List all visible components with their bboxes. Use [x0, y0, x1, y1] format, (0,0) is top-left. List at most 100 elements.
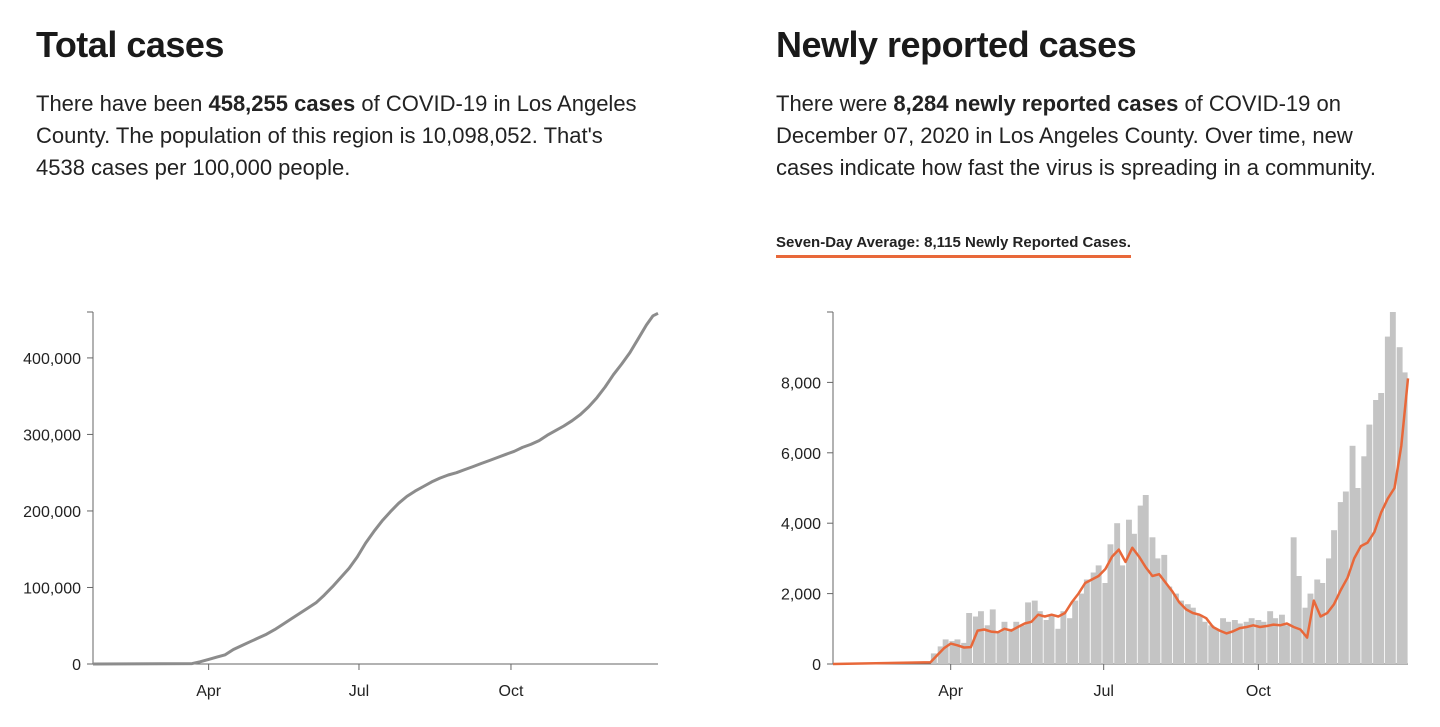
daily-cases-bar — [1354, 488, 1361, 664]
daily-cases-bar — [1060, 611, 1067, 664]
daily-cases-bar — [978, 611, 984, 664]
daily-cases-bar — [1173, 593, 1179, 664]
daily-cases-bar — [1236, 623, 1243, 664]
daily-cases-bar — [961, 642, 968, 664]
daily-cases-bar — [1389, 312, 1396, 664]
daily-cases-bar — [1178, 600, 1184, 664]
daily-cases-bar — [1314, 579, 1321, 664]
daily-cases-bar — [1284, 625, 1290, 664]
daily-cases-bar — [1149, 537, 1156, 664]
daily-cases-bar — [1319, 583, 1326, 664]
total-cases-line — [92, 311, 659, 666]
daily-cases-bar — [1095, 565, 1102, 664]
daily-cases-bar — [1231, 620, 1238, 664]
daily-cases-bar — [1114, 523, 1121, 664]
daily-cases-bar — [973, 616, 979, 664]
daily-cases-bar — [1267, 611, 1274, 664]
newly-reported-title: Newly reported cases — [776, 24, 1137, 65]
daily-cases-bar — [996, 632, 1003, 664]
newly-y-tick-label: 6,000 — [781, 446, 821, 463]
newly-reported-chart: 0 2,000 4,000 6,000 8,000 Apr Jul Oct — [781, 311, 1410, 700]
daily-cases-bar — [1184, 604, 1191, 664]
daily-cases-bar — [1072, 600, 1079, 664]
daily-cases-bar — [1067, 618, 1073, 664]
newly-y-tick-label: 8,000 — [781, 375, 821, 392]
total-cases-count: 458,255 cases — [208, 91, 356, 116]
daily-cases-bar — [1126, 519, 1132, 664]
daily-cases-bar — [1083, 579, 1090, 664]
total-cases-chart: 0 100,000 200,000 300,000 400,000 Apr Jul Oct — [23, 311, 659, 700]
daily-cases-bar — [1102, 583, 1109, 664]
daily-cases-bar — [1201, 621, 1208, 664]
daily-cases-bar — [1008, 628, 1015, 664]
daily-cases-bar — [1142, 495, 1149, 664]
daily-cases-bar — [1366, 424, 1373, 664]
daily-cases-bar — [1131, 533, 1137, 664]
daily-cases-bar — [1307, 593, 1314, 664]
total-x-tick-label: Jul — [349, 683, 369, 700]
daily-cases-bar — [1090, 572, 1097, 664]
daily-cases-bar — [1025, 602, 1031, 664]
daily-cases-bar — [1137, 505, 1144, 664]
seven-day-average-line — [832, 378, 1410, 666]
daily-cases-bar — [1373, 400, 1379, 664]
daily-cases-bar — [949, 641, 956, 664]
daily-cases-bar — [1196, 614, 1203, 664]
newly-reported-description: There were 8,284 newly reported cases of… — [776, 88, 1416, 184]
newly-reported-count: 8,284 newly reported cases — [893, 91, 1179, 116]
daily-cases-bar — [1272, 618, 1279, 664]
newly-reported-panel: Newly reported cases There were 8,284 ne… — [740, 0, 1440, 727]
daily-cases-bar — [1166, 586, 1173, 664]
total-y-tick-label: 0 — [72, 657, 81, 674]
total-y-tick-label: 200,000 — [23, 504, 81, 521]
daily-cases-bar — [1078, 593, 1085, 664]
daily-cases-bar — [1331, 530, 1337, 664]
total-x-tick-label: Apr — [196, 683, 222, 700]
daily-cases-bar — [1401, 372, 1408, 664]
daily-cases-bar — [1255, 620, 1262, 664]
daily-cases-bar — [1020, 625, 1026, 664]
daily-cases-bar — [1208, 625, 1215, 664]
daily-cases-bar — [1013, 621, 1020, 664]
total-cases-title: Total cases — [36, 24, 224, 65]
total-cases-panel: Total cases There have been 458,255 case… — [0, 0, 700, 727]
daily-cases-bar — [989, 609, 996, 664]
daily-cases-bar — [1290, 537, 1297, 664]
daily-cases-bar — [1119, 565, 1126, 664]
daily-cases-bar — [1031, 600, 1038, 664]
daily-cases-bar — [1055, 628, 1062, 664]
daily-cases-bar — [1161, 554, 1168, 664]
daily-cases-bar — [1225, 621, 1232, 664]
newly-x-tick-label: Apr — [938, 683, 964, 700]
newly-text-part-1: There were — [776, 91, 894, 116]
total-text-part-2: of COVID-19 in Los Angeles County. The p… — [36, 91, 637, 180]
total-x-tick-label: Oct — [499, 683, 524, 700]
total-text-part-1: There have been — [36, 91, 209, 116]
total-y-tick-label: 300,000 — [23, 427, 81, 444]
daily-cases-bar — [1396, 347, 1403, 664]
daily-cases-bar — [1279, 614, 1285, 664]
daily-cases-bar — [1189, 607, 1196, 664]
total-y-tick-label: 400,000 — [23, 351, 81, 368]
newly-text-part-2: of COVID-19 on December 07, 2020 in Los … — [776, 91, 1376, 180]
newly-x-tick-label: Oct — [1246, 683, 1271, 700]
daily-cases-bar — [1378, 393, 1385, 664]
daily-cases-bar — [1043, 620, 1050, 664]
newly-y-tick-label: 4,000 — [781, 516, 821, 533]
daily-cases-bar — [1220, 618, 1226, 664]
seven-day-average-label: Seven-Day Average: 8,115 Newly Reported … — [776, 234, 1131, 258]
daily-cases-bar — [1001, 621, 1008, 664]
daily-cases-bar — [1243, 621, 1250, 664]
daily-cases-bar — [937, 646, 944, 664]
daily-cases-bar — [1337, 502, 1344, 664]
daily-cases-bar — [954, 639, 961, 664]
daily-cases-bar — [1048, 614, 1055, 664]
daily-cases-bar — [1107, 544, 1114, 664]
daily-cases-bar — [942, 639, 949, 664]
newly-x-tick-label: Jul — [1093, 683, 1113, 700]
daily-cases-bar — [1036, 611, 1043, 664]
newly-y-tick-label: 2,000 — [781, 587, 821, 604]
daily-cases-bar — [1295, 576, 1302, 664]
daily-cases-bar — [1361, 456, 1368, 664]
daily-cases-bar — [1349, 445, 1356, 664]
